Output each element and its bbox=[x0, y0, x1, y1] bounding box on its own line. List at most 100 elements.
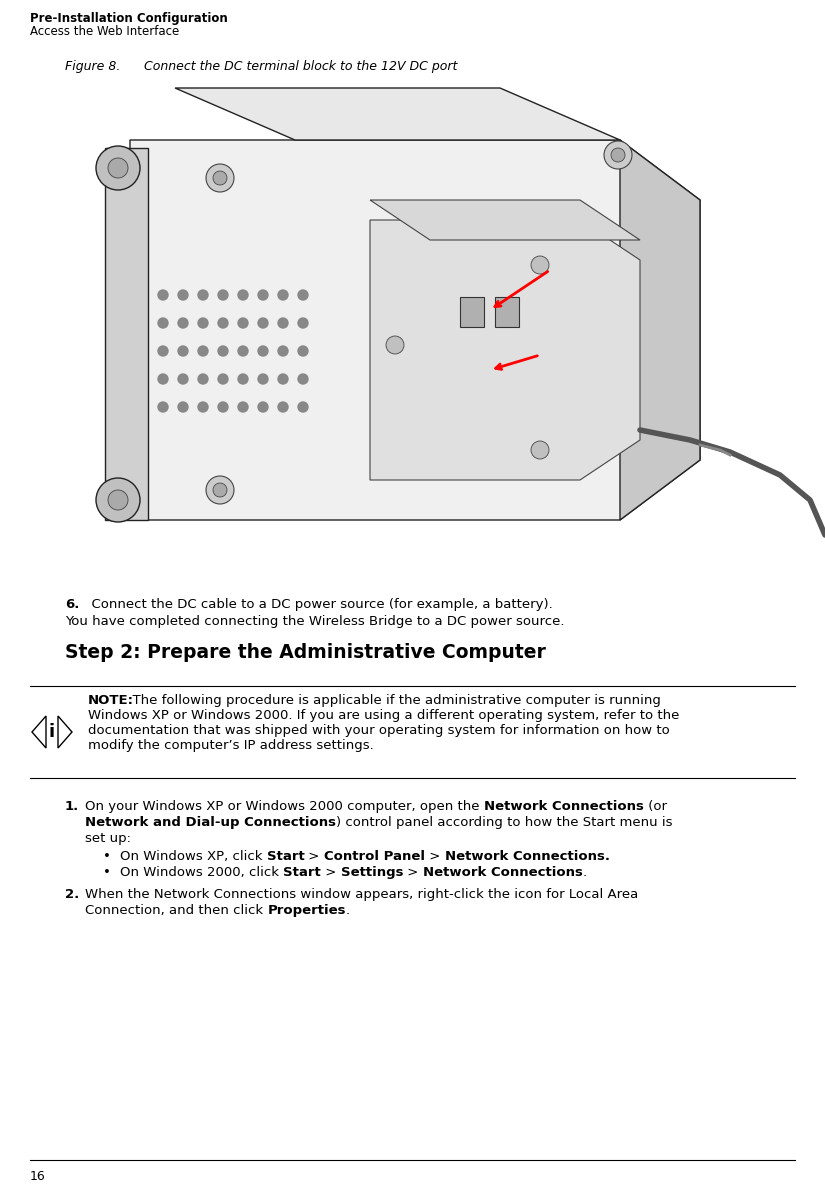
Text: (or: (or bbox=[644, 800, 667, 813]
Circle shape bbox=[218, 374, 228, 385]
Circle shape bbox=[218, 403, 228, 412]
Circle shape bbox=[298, 317, 308, 328]
Circle shape bbox=[198, 374, 208, 385]
Circle shape bbox=[298, 346, 308, 356]
Circle shape bbox=[258, 290, 268, 300]
Text: Access the Web Interface: Access the Web Interface bbox=[30, 25, 179, 38]
Circle shape bbox=[213, 483, 227, 497]
Circle shape bbox=[278, 374, 288, 385]
Text: documentation that was shipped with your operating system for information on how: documentation that was shipped with your… bbox=[88, 724, 670, 737]
Circle shape bbox=[198, 290, 208, 300]
Circle shape bbox=[206, 476, 234, 504]
Text: Settings: Settings bbox=[341, 866, 403, 879]
Text: •: • bbox=[103, 866, 111, 879]
Text: >: > bbox=[304, 851, 324, 863]
Circle shape bbox=[108, 490, 128, 510]
Circle shape bbox=[178, 374, 188, 385]
Circle shape bbox=[604, 141, 632, 169]
Text: set up:: set up: bbox=[85, 831, 131, 845]
Circle shape bbox=[298, 403, 308, 412]
Text: modify the computer’s IP address settings.: modify the computer’s IP address setting… bbox=[88, 739, 374, 752]
Circle shape bbox=[611, 149, 625, 162]
Polygon shape bbox=[370, 200, 640, 240]
Text: Properties: Properties bbox=[267, 904, 346, 916]
Circle shape bbox=[258, 346, 268, 356]
Circle shape bbox=[158, 317, 168, 328]
Text: 16: 16 bbox=[30, 1170, 45, 1182]
Circle shape bbox=[96, 146, 140, 190]
Text: .: . bbox=[346, 904, 350, 916]
Text: Network Connections: Network Connections bbox=[483, 800, 644, 813]
Circle shape bbox=[298, 374, 308, 385]
Circle shape bbox=[278, 290, 288, 300]
Circle shape bbox=[198, 346, 208, 356]
Circle shape bbox=[258, 317, 268, 328]
Circle shape bbox=[531, 256, 549, 274]
Polygon shape bbox=[32, 716, 46, 748]
Circle shape bbox=[298, 290, 308, 300]
Circle shape bbox=[158, 290, 168, 300]
Text: •: • bbox=[103, 851, 111, 863]
Circle shape bbox=[198, 317, 208, 328]
Text: ) control panel according to how the Start menu is: ) control panel according to how the Sta… bbox=[336, 816, 672, 829]
Circle shape bbox=[96, 478, 140, 522]
Text: >: > bbox=[403, 866, 422, 879]
Circle shape bbox=[178, 317, 188, 328]
Circle shape bbox=[178, 290, 188, 300]
Circle shape bbox=[198, 403, 208, 412]
Circle shape bbox=[258, 403, 268, 412]
Circle shape bbox=[258, 374, 268, 385]
Circle shape bbox=[386, 335, 404, 353]
Circle shape bbox=[218, 346, 228, 356]
Text: On Windows XP, click: On Windows XP, click bbox=[120, 851, 266, 863]
Text: Network and Dial-up Connections: Network and Dial-up Connections bbox=[85, 816, 336, 829]
Polygon shape bbox=[58, 716, 72, 748]
Circle shape bbox=[178, 403, 188, 412]
Circle shape bbox=[206, 164, 234, 192]
Text: .: . bbox=[582, 866, 587, 879]
Circle shape bbox=[158, 374, 168, 385]
Text: On your Windows XP or Windows 2000 computer, open the: On your Windows XP or Windows 2000 compu… bbox=[85, 800, 483, 813]
Text: Control Panel: Control Panel bbox=[324, 851, 425, 863]
Circle shape bbox=[278, 403, 288, 412]
Polygon shape bbox=[175, 87, 620, 140]
Circle shape bbox=[178, 346, 188, 356]
Text: Network Connections.: Network Connections. bbox=[445, 851, 610, 863]
Circle shape bbox=[213, 171, 227, 184]
Text: Connect the DC cable to a DC power source (for example, a battery).: Connect the DC cable to a DC power sourc… bbox=[83, 598, 553, 611]
Circle shape bbox=[218, 317, 228, 328]
Text: 1.: 1. bbox=[65, 800, 79, 813]
Circle shape bbox=[238, 317, 248, 328]
Circle shape bbox=[218, 290, 228, 300]
Polygon shape bbox=[105, 149, 148, 520]
Circle shape bbox=[238, 290, 248, 300]
Circle shape bbox=[278, 346, 288, 356]
Text: NOTE:: NOTE: bbox=[88, 694, 134, 707]
Text: i: i bbox=[49, 724, 55, 742]
Text: Step 2: Prepare the Administrative Computer: Step 2: Prepare the Administrative Compu… bbox=[65, 643, 546, 662]
Text: Start: Start bbox=[283, 866, 321, 879]
Circle shape bbox=[108, 158, 128, 179]
Bar bbox=[460, 297, 484, 327]
Polygon shape bbox=[620, 140, 700, 520]
Text: When the Network Connections window appears, right-click the icon for Local Area: When the Network Connections window appe… bbox=[85, 888, 639, 901]
Text: >: > bbox=[425, 851, 445, 863]
Text: 6.: 6. bbox=[65, 598, 79, 611]
Text: >: > bbox=[321, 866, 341, 879]
Text: Connection, and then click: Connection, and then click bbox=[85, 904, 267, 916]
Circle shape bbox=[158, 403, 168, 412]
Text: Windows XP or Windows 2000. If you are using a different operating system, refer: Windows XP or Windows 2000. If you are u… bbox=[88, 709, 679, 722]
Circle shape bbox=[531, 441, 549, 459]
Circle shape bbox=[238, 374, 248, 385]
Text: Pre-Installation Configuration: Pre-Installation Configuration bbox=[30, 12, 228, 25]
Text: Connect the DC terminal block to the 12V DC port: Connect the DC terminal block to the 12V… bbox=[120, 60, 457, 73]
Bar bbox=[495, 297, 519, 327]
Text: On Windows 2000, click: On Windows 2000, click bbox=[120, 866, 283, 879]
Text: The following procedure is applicable if the administrative computer is running: The following procedure is applicable if… bbox=[124, 694, 661, 707]
Text: Network Connections: Network Connections bbox=[422, 866, 582, 879]
Circle shape bbox=[238, 346, 248, 356]
Circle shape bbox=[278, 317, 288, 328]
Text: Start: Start bbox=[266, 851, 304, 863]
Circle shape bbox=[158, 346, 168, 356]
Text: You have completed connecting the Wireless Bridge to a DC power source.: You have completed connecting the Wirele… bbox=[65, 615, 564, 628]
